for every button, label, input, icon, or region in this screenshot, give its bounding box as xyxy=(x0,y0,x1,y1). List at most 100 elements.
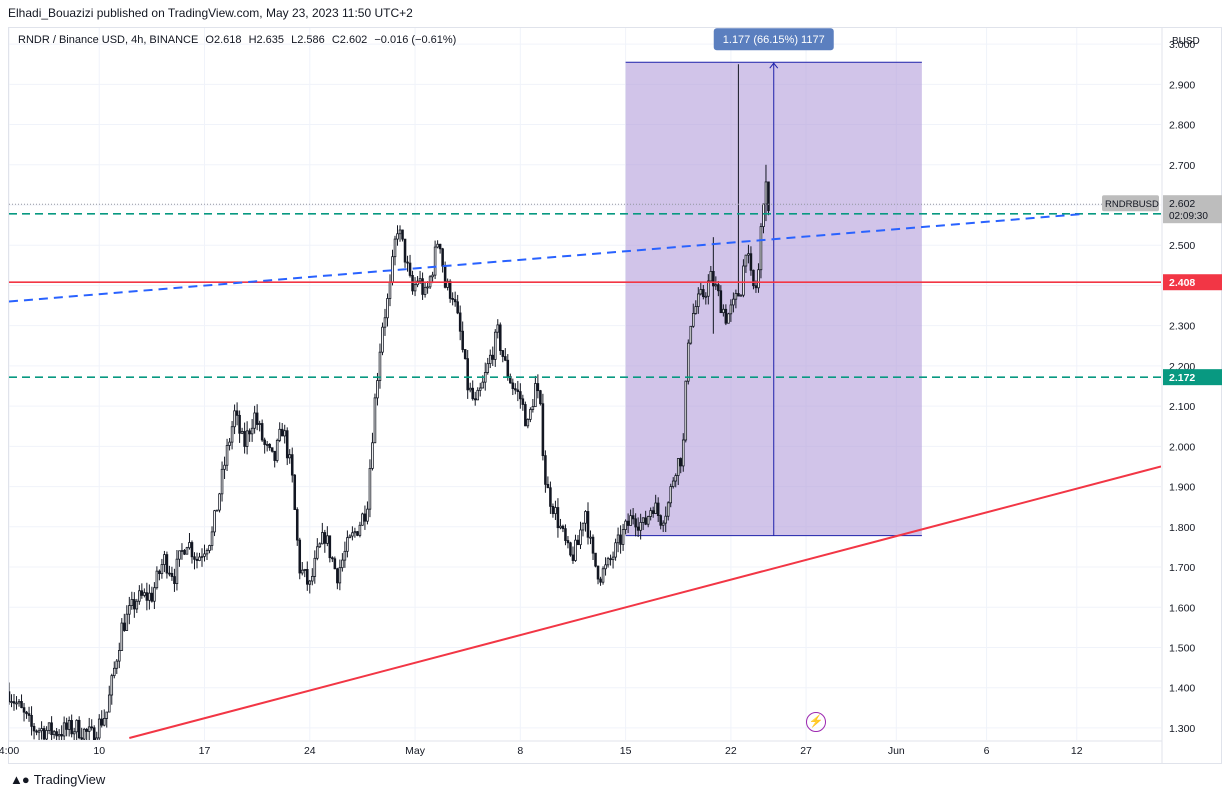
candle-body xyxy=(363,513,367,522)
candle-body xyxy=(413,284,417,292)
candle-body xyxy=(466,358,469,391)
price-badge-label: 2.172 xyxy=(1169,372,1195,384)
candle-body xyxy=(631,515,635,520)
candle-body xyxy=(564,528,567,541)
candle-body xyxy=(321,532,324,545)
candle-body xyxy=(97,718,101,739)
candle-body xyxy=(426,286,429,289)
candle-body xyxy=(534,383,537,408)
candle-body xyxy=(378,351,382,381)
y-tick-label: 3.000 xyxy=(1169,39,1195,51)
candle-body xyxy=(133,599,136,610)
candle-body xyxy=(268,443,271,449)
symbol-legend[interactable]: RNDR / Binance USD, 4h, BINANCE O2.618 H… xyxy=(18,34,460,46)
candle-body xyxy=(275,439,279,461)
candle-body xyxy=(759,226,763,271)
candle-body xyxy=(681,439,685,467)
candle-body xyxy=(684,380,688,441)
x-tick-label: 27 xyxy=(800,745,812,757)
candle-body xyxy=(757,269,760,289)
candle-body xyxy=(722,308,725,314)
candle-body xyxy=(128,605,131,615)
candle-body xyxy=(305,569,309,585)
candle-body xyxy=(519,391,522,400)
candle-body xyxy=(644,517,647,525)
candle-body xyxy=(37,730,41,733)
candle-body xyxy=(393,238,397,258)
candle-body xyxy=(140,590,144,596)
x-tick-label: 4:00 xyxy=(0,745,19,757)
candle-body xyxy=(20,701,23,709)
tradingview-logo[interactable]: ▲● TradingView xyxy=(10,772,105,787)
candle-body xyxy=(744,254,748,267)
candle-body xyxy=(333,558,337,570)
candle-body xyxy=(591,536,595,554)
x-tick-label: May xyxy=(405,745,426,757)
candle-body xyxy=(501,350,505,357)
legend-high: H2.635 xyxy=(248,34,285,46)
y-tick-label: 2.900 xyxy=(1169,79,1195,91)
candle-body xyxy=(52,731,56,736)
lightning-icon[interactable]: ⚡ xyxy=(806,712,826,732)
candle-body xyxy=(398,229,402,235)
candle-body xyxy=(521,398,525,405)
candle-body xyxy=(178,550,181,560)
candle-body xyxy=(629,515,632,526)
y-tick-label: 2.500 xyxy=(1169,240,1195,252)
candle-body xyxy=(493,331,497,360)
y-tick-label: 1.400 xyxy=(1169,683,1195,695)
candle-body xyxy=(155,570,159,589)
candle-body xyxy=(634,518,637,528)
candle-body xyxy=(496,324,500,333)
candle-body xyxy=(165,554,169,574)
candle-body xyxy=(539,390,542,405)
candle-body xyxy=(371,442,374,469)
candle-body xyxy=(724,308,728,324)
candle-body xyxy=(366,508,369,522)
candle-body xyxy=(87,726,91,732)
candle-body xyxy=(150,592,154,602)
candle-body xyxy=(115,660,119,669)
candle-body xyxy=(453,299,457,303)
candle-body xyxy=(343,550,347,561)
candle-body xyxy=(692,313,695,327)
candle-body xyxy=(35,730,38,733)
candle-body xyxy=(649,510,652,517)
candle-body xyxy=(664,515,667,524)
candle-body xyxy=(130,599,134,606)
candle-body xyxy=(401,229,404,240)
candle-body xyxy=(47,722,51,731)
candle-body xyxy=(714,284,718,287)
candle-body xyxy=(699,289,703,295)
candle-body xyxy=(651,510,655,514)
candle-body xyxy=(110,675,114,696)
x-tick-label: 24 xyxy=(304,745,316,757)
candle-body xyxy=(614,542,617,558)
candle-body xyxy=(586,511,590,538)
candle-body xyxy=(549,487,552,507)
candle-body xyxy=(516,389,520,392)
x-tick-label: Jun xyxy=(888,745,905,757)
candle-body xyxy=(358,524,362,536)
candle-body xyxy=(739,294,743,297)
candle-body xyxy=(712,270,715,287)
candle-body xyxy=(458,312,462,332)
candle-body xyxy=(674,475,678,482)
candle-body xyxy=(504,356,507,361)
candle-body xyxy=(163,554,166,565)
candle-body xyxy=(203,553,206,557)
candle-body xyxy=(646,516,650,525)
candle-body xyxy=(265,443,269,446)
candle-body xyxy=(443,265,447,288)
candle-body xyxy=(346,537,349,552)
candle-body xyxy=(77,719,81,739)
candle-body xyxy=(72,731,76,735)
candle-body xyxy=(762,203,765,227)
candle-body xyxy=(704,295,708,298)
candle-body xyxy=(659,515,662,526)
candle-body xyxy=(707,280,710,297)
candle-body xyxy=(215,509,219,512)
candle-body xyxy=(138,590,141,602)
candle-series xyxy=(9,64,770,740)
